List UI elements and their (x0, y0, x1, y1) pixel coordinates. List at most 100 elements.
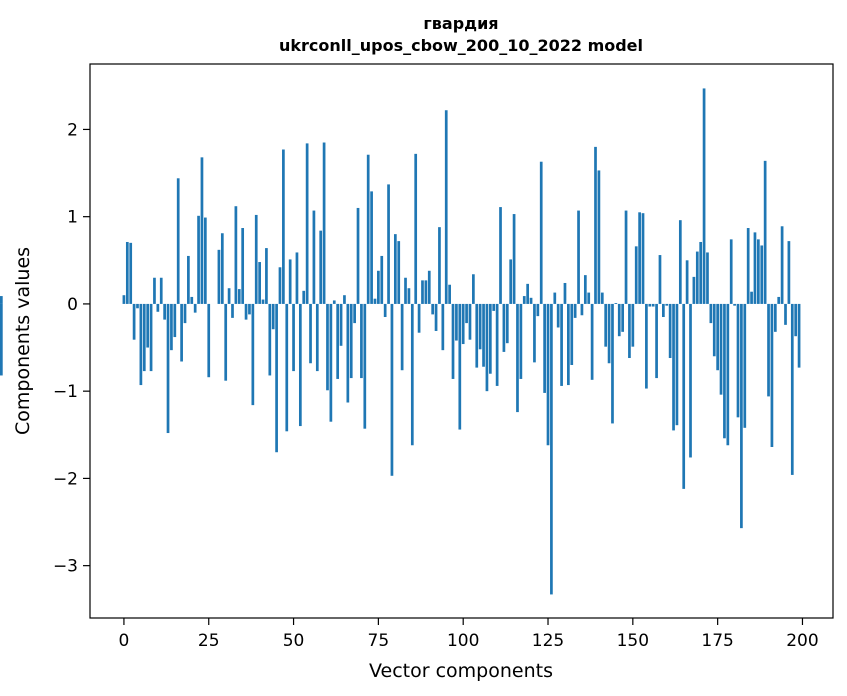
bar (370, 191, 373, 304)
bar (662, 303, 665, 318)
bar (383, 303, 387, 318)
bar (553, 292, 557, 304)
bar (488, 303, 492, 374)
bar (458, 303, 462, 430)
bar (254, 214, 258, 304)
bar (685, 260, 689, 304)
x-tick-label: 200 (786, 631, 818, 651)
bar (594, 146, 597, 304)
x-tick-label: 150 (617, 631, 649, 651)
bar (648, 303, 652, 307)
bar (390, 303, 394, 476)
bar (509, 259, 513, 304)
bar (129, 242, 133, 304)
bar (414, 153, 418, 304)
bar (587, 292, 591, 304)
bar (641, 213, 645, 304)
bar (499, 207, 502, 304)
bar (773, 303, 777, 332)
bar (560, 303, 563, 386)
bar (475, 303, 479, 368)
bar (170, 303, 173, 351)
y-axis-ticks: −3 −2 −1 0 1 2 (53, 120, 90, 577)
bar (275, 303, 278, 453)
bar (322, 142, 326, 304)
bar (125, 241, 129, 304)
bar (570, 303, 574, 365)
bar (166, 303, 170, 434)
bar (288, 259, 292, 304)
bar (197, 215, 200, 304)
bar (187, 255, 190, 304)
bar (448, 284, 451, 304)
bar (295, 252, 299, 304)
bar (298, 303, 302, 427)
bar (536, 303, 540, 317)
bar (729, 239, 733, 304)
bar (505, 303, 509, 344)
bar (533, 303, 536, 363)
bar (631, 303, 635, 347)
bar (346, 303, 350, 403)
bar (767, 303, 770, 397)
bar (268, 303, 272, 376)
bar (465, 303, 468, 324)
bar (590, 303, 594, 380)
bar (241, 228, 245, 304)
bar (237, 289, 241, 304)
bar (750, 291, 753, 304)
bar (373, 298, 377, 304)
y-tick-label: −1 (53, 382, 78, 402)
bar (516, 303, 519, 413)
bar (624, 210, 628, 304)
bar (224, 303, 228, 381)
bar (526, 283, 530, 304)
bar (329, 303, 333, 422)
bar (180, 303, 183, 362)
bar (421, 280, 424, 304)
bar (132, 303, 136, 340)
bar (706, 252, 709, 304)
bar (600, 292, 604, 304)
bar (770, 303, 774, 447)
bar (139, 303, 143, 386)
bar (193, 303, 197, 313)
bar (285, 303, 289, 432)
bar (763, 160, 767, 304)
bar (353, 303, 356, 324)
bar (183, 303, 187, 324)
bar (122, 295, 126, 304)
bar (173, 303, 177, 338)
bar (726, 303, 730, 446)
bar (417, 303, 421, 333)
bar (292, 303, 295, 372)
chart-title: гвардия (423, 14, 498, 33)
bar (577, 210, 580, 304)
bar (529, 297, 533, 304)
bar (339, 303, 343, 346)
bar (149, 303, 153, 372)
bar (614, 303, 618, 304)
bar (400, 303, 404, 371)
y-tick-label: 0 (67, 295, 78, 315)
bar (695, 251, 699, 304)
bar (366, 154, 370, 304)
plot-frame (89, 63, 834, 619)
bar (482, 303, 485, 367)
bar (377, 270, 380, 304)
bar (190, 296, 194, 304)
bar (519, 303, 523, 379)
bar (393, 234, 397, 304)
bar (441, 303, 445, 351)
bar (404, 277, 407, 304)
bar (431, 303, 435, 315)
x-tick-label: 100 (447, 631, 479, 651)
bars-group (0, 88, 801, 595)
bar (607, 303, 611, 364)
bar (407, 288, 411, 304)
bar (349, 303, 353, 379)
bar (794, 303, 798, 337)
bar (163, 303, 166, 320)
bar (434, 303, 438, 331)
